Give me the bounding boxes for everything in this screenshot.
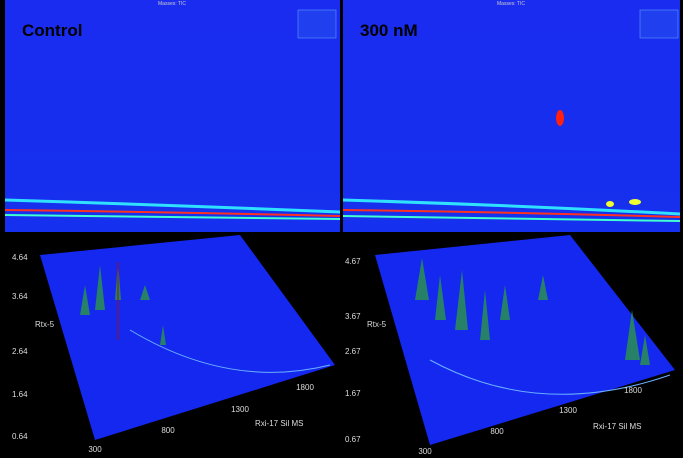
panel-header: Masses: TIC xyxy=(497,1,525,7)
x-axis-title: Rxi-17 Sil MS xyxy=(593,422,641,431)
y-tick-label: 3.67 xyxy=(345,312,361,321)
y-tick-label: 3.64 xyxy=(12,292,28,301)
x-tick-label: 1800 xyxy=(296,383,314,392)
y-axis-title: Rtx-5 xyxy=(35,320,55,329)
y-tick-label: 2.67 xyxy=(345,347,361,356)
x-tick-label: 1300 xyxy=(231,405,249,414)
heatmap-300nm xyxy=(342,0,681,232)
y-tick-label: 1.67 xyxy=(345,389,361,398)
x-tick-label: 300 xyxy=(418,447,432,456)
y-tick-label: 0.64 xyxy=(12,432,28,441)
x-tick-label: 800 xyxy=(490,427,504,436)
y-axis-title: Rtx-5 xyxy=(367,320,387,329)
y-tick-label: 4.67 xyxy=(345,257,361,266)
y-tick-label: 0.67 xyxy=(345,435,361,444)
x-tick-label: 1300 xyxy=(559,406,577,415)
panel-label: 300 nM xyxy=(360,21,418,40)
y-tick-label: 2.64 xyxy=(12,347,28,356)
panel-label: Control xyxy=(22,21,82,40)
y-tick-label: 4.64 xyxy=(12,253,28,262)
x-axis-title: Rxi-17 Sil MS xyxy=(255,419,303,428)
x-tick-label: 800 xyxy=(161,426,175,435)
x-tick-label: 300 xyxy=(88,445,102,454)
x-tick-label: 1800 xyxy=(624,386,642,395)
y-tick-label: 1.64 xyxy=(12,390,28,399)
heatmap-control xyxy=(4,0,341,232)
surface-300nm xyxy=(375,235,675,445)
surface-control xyxy=(40,235,335,440)
panel-header: Masses: TIC xyxy=(158,1,186,7)
